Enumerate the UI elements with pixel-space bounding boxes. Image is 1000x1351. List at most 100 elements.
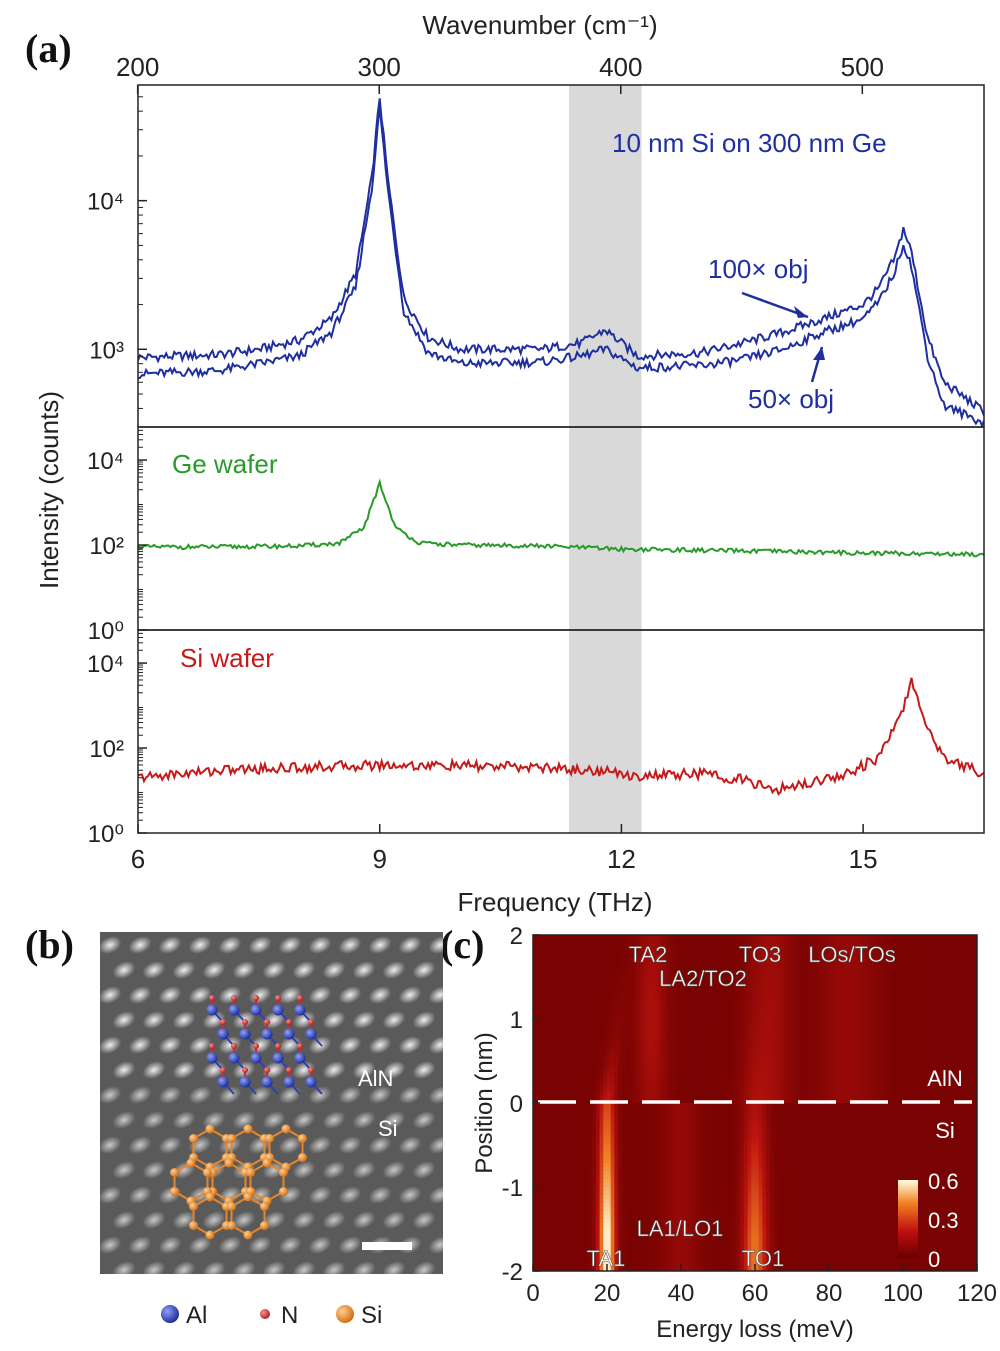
heatmap-cell [692, 939, 697, 944]
heatmap-cell [655, 1247, 660, 1252]
heatmap-cell [677, 1071, 682, 1076]
heatmap-cell [555, 1243, 560, 1248]
atom-column [112, 1061, 136, 1079]
heatmap-cell [666, 1223, 671, 1228]
heatmap-cell [610, 1103, 615, 1108]
heatmap-cell [714, 1243, 719, 1248]
heatmap-cell [662, 1019, 667, 1024]
heatmap-cell [595, 1215, 601, 1220]
heatmap-cell [729, 991, 734, 996]
heatmap-cell [570, 1231, 575, 1236]
heatmap-cell [692, 1203, 697, 1208]
heatmap-cell [669, 1187, 675, 1192]
heatmap-cell [636, 975, 641, 980]
heatmap-cell [614, 1087, 619, 1092]
heatmap-cell [540, 1223, 545, 1228]
heatmap-cell [625, 1183, 630, 1188]
heatmap-cell [666, 1075, 671, 1080]
heatmap-cell [607, 1003, 612, 1008]
heatmap-cell [603, 987, 608, 992]
heatmap-cell [703, 1135, 708, 1140]
n-atom [231, 995, 237, 1001]
heatmap-cell [566, 1163, 571, 1168]
heatmap-cell [570, 1191, 575, 1196]
heatmap-cell [621, 1227, 627, 1232]
heatmap-cell [677, 995, 682, 1000]
heatmap-cell [629, 1231, 634, 1236]
heatmap-cell [540, 1071, 545, 1076]
heatmap-cell [703, 1227, 708, 1232]
heatmap-cell [688, 943, 693, 948]
heatmap-cell [614, 1031, 619, 1036]
al-atom [272, 1004, 284, 1016]
heatmap-cell [607, 1043, 612, 1048]
heatmap-cell [655, 1267, 660, 1271]
heatmap-cell [595, 1071, 601, 1076]
heatmap-cell [566, 943, 571, 948]
heatmap-cell [718, 983, 723, 988]
heatmap-cell [632, 967, 638, 972]
heatmap-cell [566, 1051, 571, 1056]
heatmap-cell [625, 1059, 630, 1064]
heatmap-cell [714, 1235, 719, 1240]
heatmap-cell [584, 1207, 590, 1212]
heatmap-cell [714, 1167, 719, 1172]
heatmap-cell [695, 1059, 701, 1064]
heatmap-cell [592, 983, 597, 988]
heatmap-cell [558, 1243, 564, 1248]
heatmap-cell [729, 1167, 734, 1172]
heatmap-cell [536, 1059, 541, 1064]
heatmap-cell [603, 1167, 608, 1172]
heatmap-cell [681, 959, 686, 964]
heatmap-cell [703, 1179, 708, 1184]
al-atom [294, 1052, 306, 1064]
heatmap-cell [581, 1239, 586, 1244]
heatmap-cell [618, 1051, 623, 1056]
heatmap-cell [640, 1131, 645, 1136]
heatmap-cell [577, 1223, 582, 1228]
heatmap-cell [584, 1059, 590, 1064]
heatmap-cell [558, 1199, 564, 1204]
heatmap-cell [629, 1147, 634, 1152]
y-tick-label-middle: 10² [89, 533, 124, 560]
heatmap-cell [640, 1235, 645, 1240]
heatmap-cell [718, 1235, 723, 1240]
si-atom [243, 1124, 253, 1134]
heatmap-cell [647, 1183, 652, 1188]
heatmap-cell [581, 1203, 586, 1208]
heatmap-cell [621, 1055, 627, 1060]
heatmap-cell [581, 1243, 586, 1248]
heatmap-cell [570, 1167, 575, 1172]
atom-column [352, 1211, 376, 1229]
heatmap-cell [562, 1263, 567, 1268]
heatmap-cell [721, 1031, 726, 1036]
heatmap-cell [640, 963, 645, 968]
heatmap-cell [533, 1095, 538, 1100]
heatmap-cell [618, 1179, 623, 1184]
heatmap-cell [573, 1111, 578, 1116]
heatmap-cell [706, 1003, 712, 1008]
heatmap-cell [540, 1255, 545, 1260]
heatmap-cell [669, 991, 675, 996]
heatmap-cell [547, 991, 553, 996]
heatmap-cell [710, 1235, 715, 1240]
heatmap-cell [618, 1143, 623, 1148]
heatmap-cell [599, 1203, 604, 1208]
heatmap-cell [710, 1019, 715, 1024]
heatmap-cell [651, 951, 656, 956]
heatmap-cell [729, 1239, 734, 1244]
heatmap-cell [629, 1035, 634, 1040]
heatmap-cell [647, 1231, 652, 1236]
heatmap-cell [647, 963, 652, 968]
heatmap-cell [684, 1135, 689, 1140]
heatmap-cell [677, 1163, 682, 1168]
heatmap-cell [577, 979, 582, 984]
heatmap-cell [695, 1267, 701, 1271]
heatmap-cell [555, 1075, 560, 1080]
heatmap-cell [536, 1083, 541, 1088]
heatmap-cell [729, 1231, 734, 1236]
heatmap-cell [566, 987, 571, 992]
heatmap-cell [666, 1147, 671, 1152]
heatmap-cell [673, 1115, 678, 1120]
heatmap-cell [699, 1143, 704, 1148]
